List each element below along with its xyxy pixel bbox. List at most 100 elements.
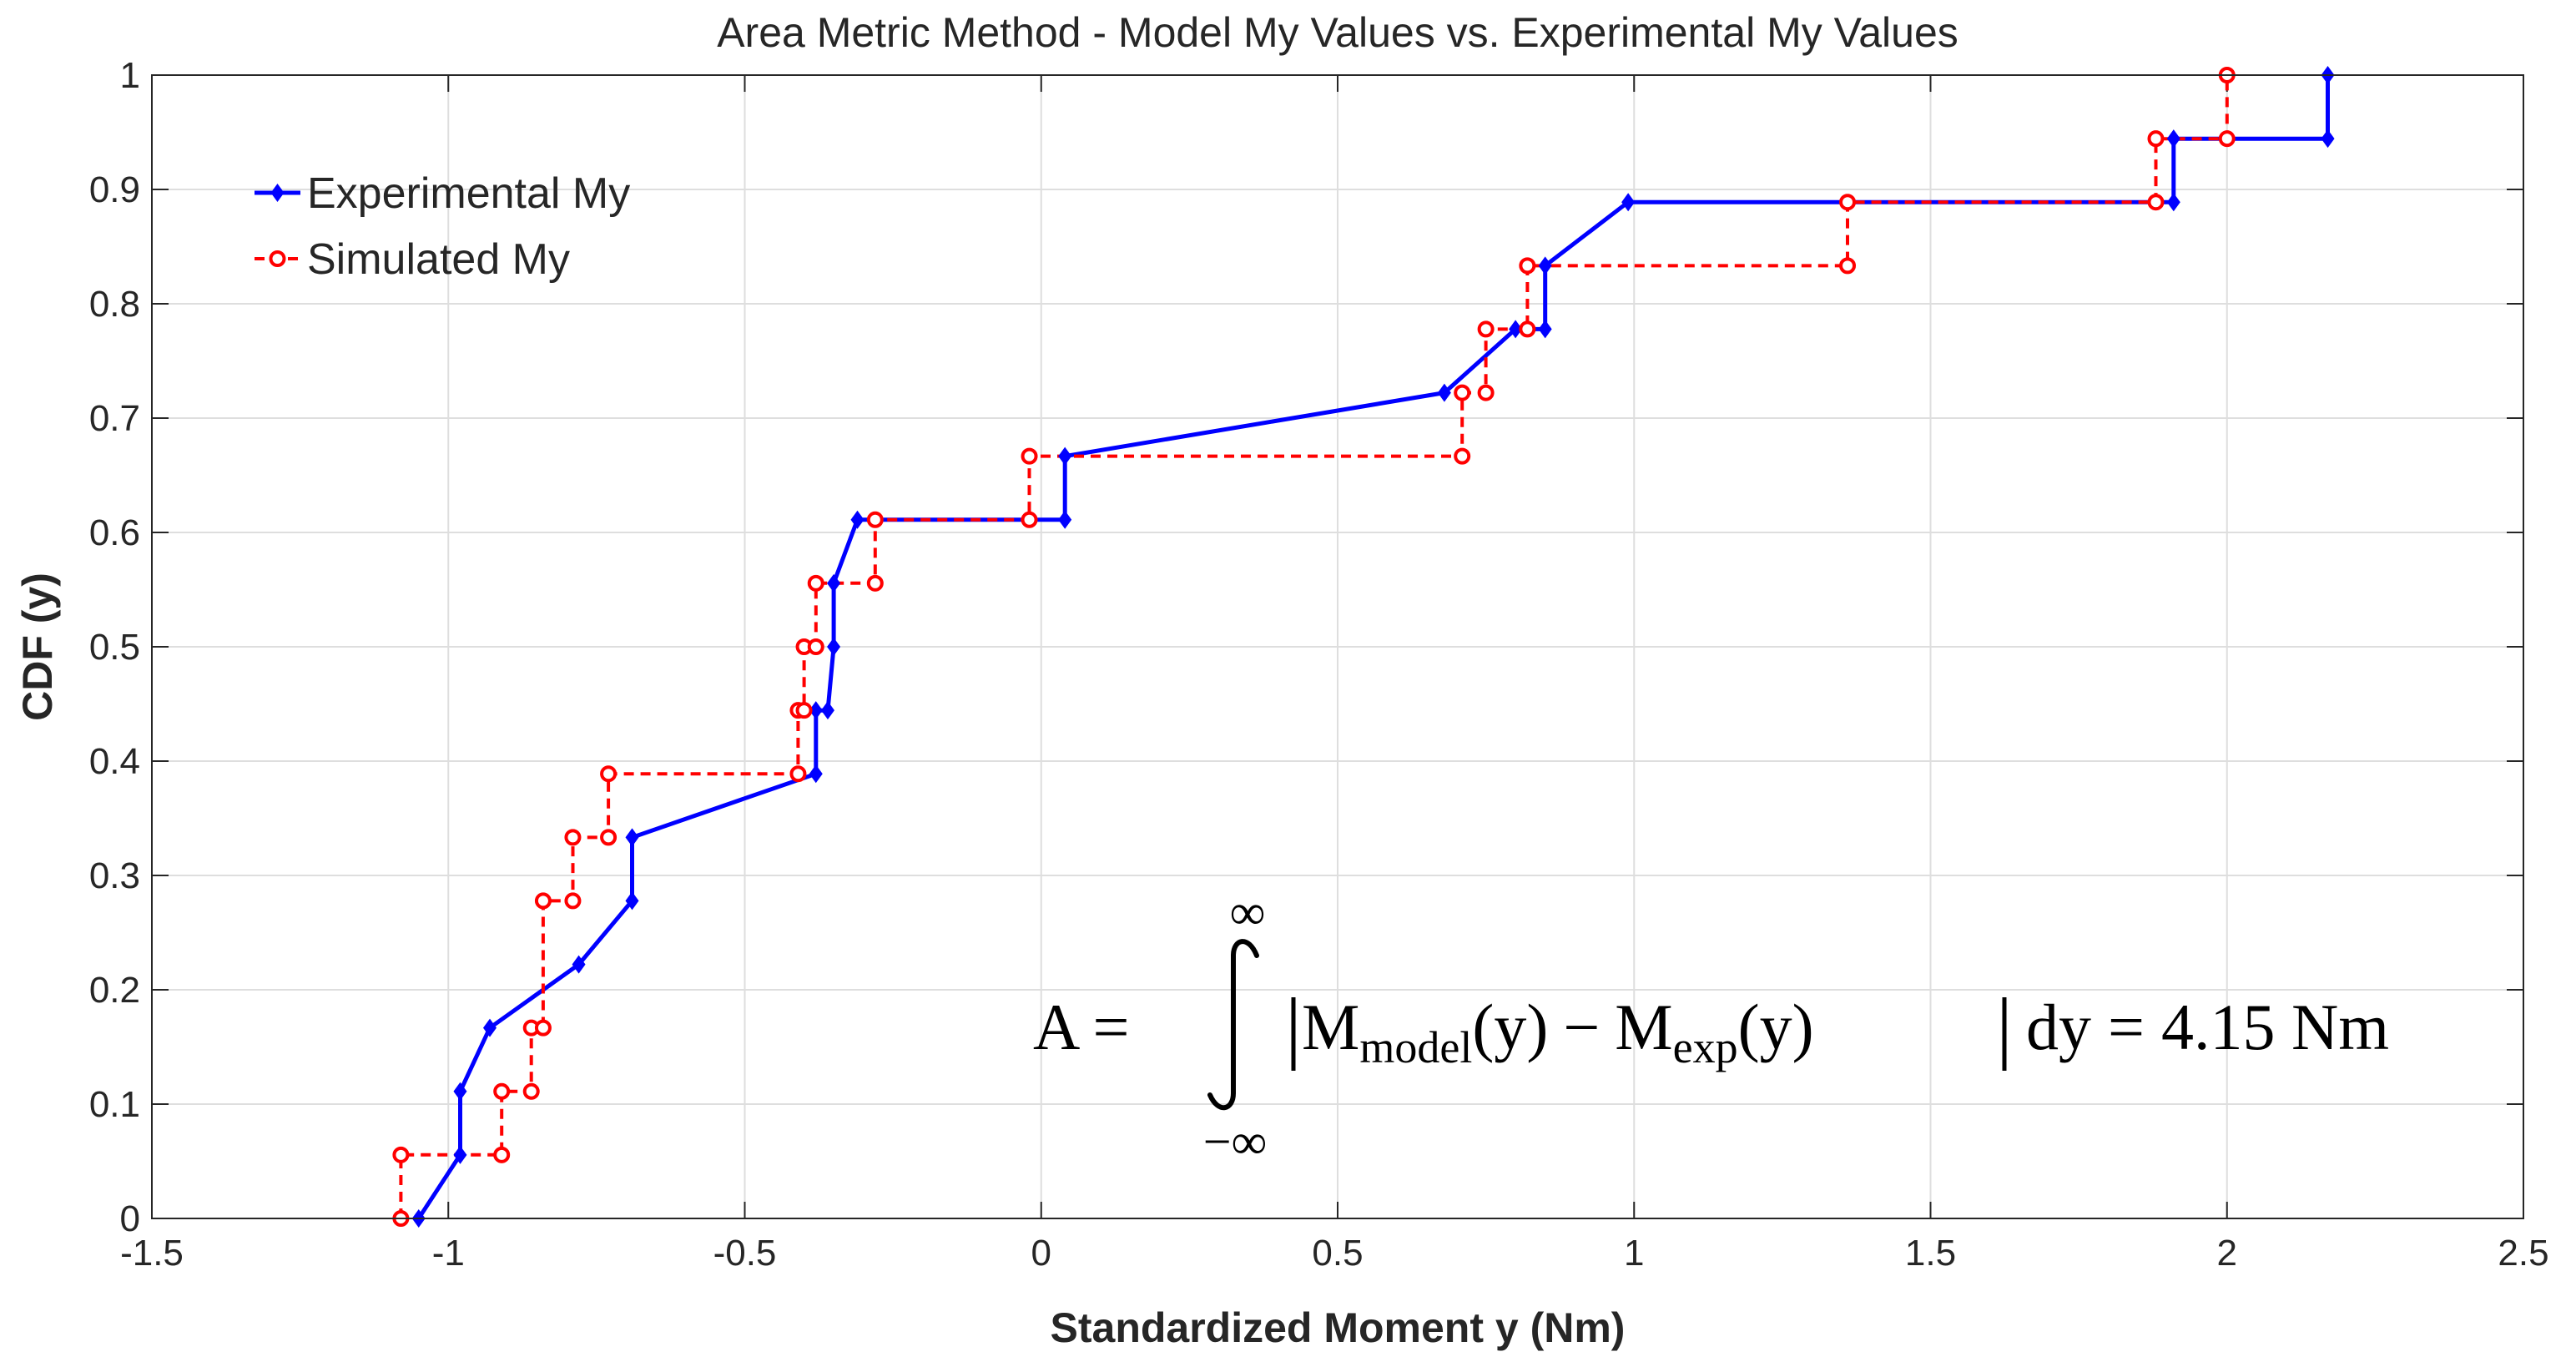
formula-equals: = <box>2108 991 2145 1063</box>
simulated-point <box>1839 257 1857 275</box>
experimental-point <box>453 1082 467 1101</box>
formula-lower-limit: −∞ <box>1203 1114 1268 1169</box>
simulated-point <box>564 892 582 910</box>
simulated-point <box>392 1146 410 1163</box>
simulated-point <box>493 1146 511 1163</box>
experimental-point <box>827 573 841 593</box>
simulated-point <box>493 1082 511 1100</box>
simulated-point <box>1021 447 1038 465</box>
y-tick-label: 0.2 <box>89 970 140 1011</box>
legend-label-experimental: Experimental My <box>307 169 630 218</box>
y-tick-label: 0.7 <box>89 398 140 439</box>
experimental-point <box>482 1018 497 1037</box>
x-tick-label: 0 <box>1031 1233 1051 1274</box>
simulated-point <box>2218 130 2236 148</box>
x-tick-label: -1 <box>432 1233 465 1274</box>
experimental-point <box>2166 129 2180 149</box>
formula-dy: dy <box>2026 991 2091 1063</box>
simulated-point <box>866 511 884 528</box>
x-tick-label: 0.5 <box>1312 1233 1363 1274</box>
experimental-point <box>2166 193 2180 212</box>
simulated-point <box>789 765 807 783</box>
formula-rhs: dy = 4.15 Nm <box>2026 991 2389 1063</box>
formula-integrand: Mmodel(y) − Mexp(y) <box>1302 991 1814 1072</box>
formula-model-subscript: model <box>1359 1022 1472 1072</box>
series-line-experimental <box>416 75 2330 1220</box>
y-tick-label: 0.5 <box>89 627 140 668</box>
formula-exp-var: (y) <box>1738 991 1814 1063</box>
y-tick-label: 0.3 <box>89 855 140 896</box>
x-tick-label: 2.5 <box>2498 1233 2548 1274</box>
simulated-point <box>1477 320 1495 338</box>
tick-layer: -1.5 -1 -0.5 0 0.5 1 1.5 2 2.5 0 0.1 0.2 0.3 0.4 0.5 0.… <box>89 55 2549 1274</box>
experimental-point <box>572 955 586 974</box>
formula-exp-subscript: exp <box>1673 1022 1738 1072</box>
x-tick-label: -0.5 <box>713 1233 777 1274</box>
formula-result: 4.15 Nm <box>2161 991 2389 1063</box>
legend-marker-circle-icon <box>269 250 286 267</box>
formula-minus: − <box>1563 991 1600 1063</box>
experimental-point <box>827 638 841 656</box>
y-tick-label: 0 <box>120 1198 140 1239</box>
y-tick-label: 0.6 <box>89 512 140 553</box>
experimental-point <box>809 701 823 720</box>
y-tick-label: 0.1 <box>89 1084 140 1125</box>
experimental-point <box>1621 193 1636 212</box>
formula-m-exp: M <box>1615 991 1672 1063</box>
experimental-point <box>2321 129 2335 149</box>
simulated-point <box>1021 511 1038 528</box>
series-layer <box>392 66 2335 1228</box>
legend: Experimental My Simulated My <box>255 169 630 284</box>
simulated-point <box>866 574 884 592</box>
experimental-point <box>809 764 823 784</box>
y-tick-label: 0.9 <box>89 169 140 210</box>
legend-label-simulated: Simulated My <box>307 235 570 284</box>
experimental-point <box>1058 446 1072 466</box>
simulated-point <box>1454 384 1471 401</box>
y-tick-label: 0.8 <box>89 284 140 325</box>
area-metric-formula: A = ∞ −∞ Mmodel(y) − Mexp(y) dy = 4.15 Nm <box>1033 885 2389 1169</box>
chart-title: Area Metric Method - Model My Values vs.… <box>717 9 1958 56</box>
experimental-point <box>820 701 834 720</box>
plot-frame <box>151 74 2524 1219</box>
simulated-point <box>564 829 582 846</box>
experimental-point <box>1437 383 1451 402</box>
y-axis-label: CDF (y) <box>14 573 61 721</box>
simulated-point <box>534 1019 552 1037</box>
simulated-point <box>522 1082 540 1100</box>
simulated-point <box>1839 194 1857 211</box>
simulated-point <box>600 765 618 783</box>
simulated-point <box>1477 384 1495 401</box>
x-tick-label: 1.5 <box>1905 1233 1956 1274</box>
y-tick-label: 0.4 <box>89 741 140 782</box>
simulated-point <box>2147 130 2165 148</box>
simulated-point <box>807 638 824 655</box>
formula-model-var: (y) <box>1472 991 1548 1063</box>
experimental-point <box>1509 320 1523 339</box>
experimental-point <box>1538 256 1552 275</box>
simulated-point <box>2147 194 2165 211</box>
x-tick-label: -1.5 <box>120 1233 184 1274</box>
formula-m-model: M <box>1302 991 1359 1063</box>
x-tick-label: 2 <box>2217 1233 2237 1274</box>
simulated-point <box>1454 447 1471 465</box>
experimental-point <box>625 891 639 910</box>
experimental-point <box>453 1145 467 1164</box>
simulated-point <box>1519 320 1536 338</box>
experimental-point <box>850 510 865 529</box>
experimental-point <box>625 828 639 847</box>
simulated-point <box>534 892 552 910</box>
simulated-point <box>1519 257 1536 275</box>
integral-sign-icon <box>1207 939 1259 1111</box>
simulated-point <box>795 702 813 719</box>
x-axis-label: Standardized Moment y (Nm) <box>1051 1304 1626 1351</box>
simulated-point <box>600 829 618 846</box>
y-tick-label: 1 <box>120 55 140 96</box>
experimental-point <box>1538 320 1552 339</box>
experimental-point <box>1058 510 1072 529</box>
grid-layer <box>152 75 2523 1218</box>
legend-marker-diamond-icon <box>270 184 285 202</box>
formula-upper-limit: ∞ <box>1230 885 1266 940</box>
formula-lhs: A = <box>1033 991 1130 1063</box>
